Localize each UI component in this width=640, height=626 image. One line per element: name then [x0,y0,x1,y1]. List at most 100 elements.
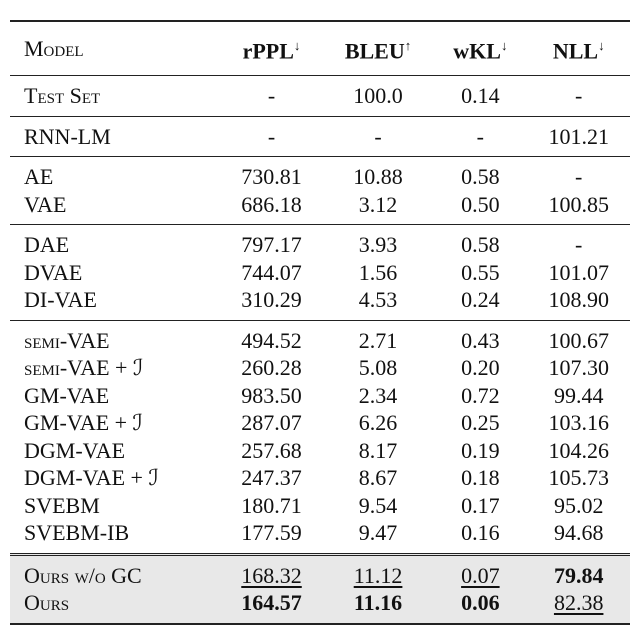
metric-value: - [575,83,583,109]
table-row: DAE 797.17 3.93 0.58 - [10,225,630,259]
metric-value: - [476,123,484,149]
table-row: SVEBM 180.71 9.54 0.17 95.02 [10,492,630,520]
header-arrow: ↓ [500,38,508,53]
model-name: Ours [24,590,70,616]
table-row: AE 730.81 10.88 0.58 - [10,157,630,191]
metric-value: 494.52 [241,327,302,353]
metric-value: 103.16 [548,410,609,436]
metric-value: 0.20 [461,355,500,381]
metric-value: 0.50 [461,191,500,217]
row-group: RNN-LM - - - 101.21 [10,116,630,157]
metric-value: 164.57 [241,590,302,616]
model-name: Ours w/o GC [24,562,142,588]
table-row: DI-VAE 310.29 4.53 0.24 108.90 [10,286,630,320]
row-group: DAE 797.17 3.93 0.58 - DVAE 744.07 1.56 0.55 101.… [10,224,630,321]
table-row: Test Set - 100.0 0.14 - [10,76,630,117]
metric-value: 0.14 [461,83,500,109]
metric-value: 0.07 [461,562,500,588]
metric-value: 8.17 [358,437,398,463]
metric-value: 11.16 [353,590,403,616]
table-row: Ours w/o GC 168.32 11.12 0.07 79.84 [10,554,630,589]
metric-value: 9.54 [358,492,398,518]
model-name: GM-VAE [24,382,110,408]
row-group: Ours w/o GC 168.32 11.12 0.07 79.84 Ours 164.5… [10,554,630,624]
header-arrow: ↓ [598,38,605,53]
metric-value: 101.07 [548,259,609,285]
row-group: Test Set - 100.0 0.14 - [10,75,630,117]
table-row: semi-VAE 494.52 2.71 0.43 100.67 [10,320,630,354]
metric-value: 99.44 [553,382,604,408]
metric-value: 0.25 [461,410,500,436]
metric-value: 79.84 [553,562,604,588]
table-row: DVAE 744.07 1.56 0.55 101.07 [10,259,630,287]
metric-value: 95.02 [553,492,604,518]
metric-value: 0.18 [461,465,500,491]
row-group: semi-VAE 494.52 2.71 0.43 100.67 semi-VAE + ℐ… [10,320,630,554]
metric-value: 686.18 [241,191,302,217]
model-name: SVEBM-IB [24,520,130,546]
model-name: AE [24,164,54,190]
table-row: SVEBM-IB 177.59 9.47 0.16 94.68 [10,519,630,554]
metric-value: 100.67 [548,327,609,353]
metric-value: 2.34 [358,382,398,408]
metric-value: 247.37 [241,465,302,491]
metric-value: 260.28 [241,355,302,381]
metric-value: 94.68 [553,520,604,546]
metric-value: 6.26 [358,410,398,436]
header-arrow: ↑ [404,38,412,53]
metric-value: 168.32 [241,562,302,588]
table-row: VAE 686.18 3.12 0.50 100.85 [10,191,630,225]
model-name: DGM-VAE + ℐ [24,465,159,491]
metric-value: 0.06 [461,590,500,616]
table-row: GM-VAE + ℐ 287.07 6.26 0.25 103.16 [10,409,630,437]
metric-value: 0.58 [461,164,500,190]
metric-value: - [267,83,276,109]
metric-value: 287.07 [241,410,302,436]
header-row: Model rPPL↓ BLEU↑ wKL↓ NLL↓ [10,21,630,76]
header-name: BLEU [344,38,405,64]
metric-value: 0.43 [461,327,500,353]
metric-value: - [575,164,583,190]
metric-value: 4.53 [358,287,398,313]
table-header: Model rPPL↓ BLEU↑ wKL↓ NLL↓ [10,21,630,76]
metric-value: 101.21 [548,123,609,149]
header-arrow: ↓ [293,38,301,53]
metric-value: 0.16 [461,520,500,546]
table-row: Ours 164.57 11.16 0.06 82.38 [10,589,630,624]
model-name: semi-VAE + ℐ [24,355,144,381]
metric-value: 10.88 [353,164,403,190]
model-name: RNN-LM [24,123,111,149]
table-row: DGM-VAE 257.68 8.17 0.19 104.26 [10,437,630,465]
metric-value: 2.71 [358,327,398,353]
metric-value: 177.59 [241,520,302,546]
metric-value: 0.17 [461,492,500,518]
table-row: GM-VAE 983.50 2.34 0.72 99.44 [10,382,630,410]
model-name: VAE [24,191,67,217]
results-table: Model rPPL↓ BLEU↑ wKL↓ NLL↓ Test Set -100.0 0.… [10,20,630,625]
metric-value: 730.81 [241,164,302,190]
metric-value: 1.56 [358,259,398,285]
header-name: wKL [453,38,501,64]
metric-value: 11.12 [353,562,403,588]
metric-value: 744.07 [241,259,302,285]
metric-value: 108.90 [548,287,609,313]
model-name: DGM-VAE [24,437,126,463]
metric-value: - [374,123,382,149]
model-name: semi-VAE [24,327,110,353]
metric-value: 9.47 [358,520,398,546]
column-header: rPPL↓ [220,21,323,76]
model-name: Test Set [24,83,101,109]
header-name: rPPL [242,38,294,64]
metric-value: - [575,232,583,258]
table-row: DGM-VAE + ℐ 247.37 8.67 0.18 105.73 [10,464,630,492]
metric-value: 8.67 [358,465,398,491]
metric-value: 100.0 [353,83,403,109]
metric-value: 0.58 [461,232,500,258]
metric-value: 0.19 [461,437,500,463]
metric-value: 797.17 [241,232,302,258]
metric-value: 0.72 [461,382,500,408]
model-name: GM-VAE + ℐ [24,410,143,436]
model-name: DVAE [24,259,83,285]
metric-value: 180.71 [241,492,302,518]
